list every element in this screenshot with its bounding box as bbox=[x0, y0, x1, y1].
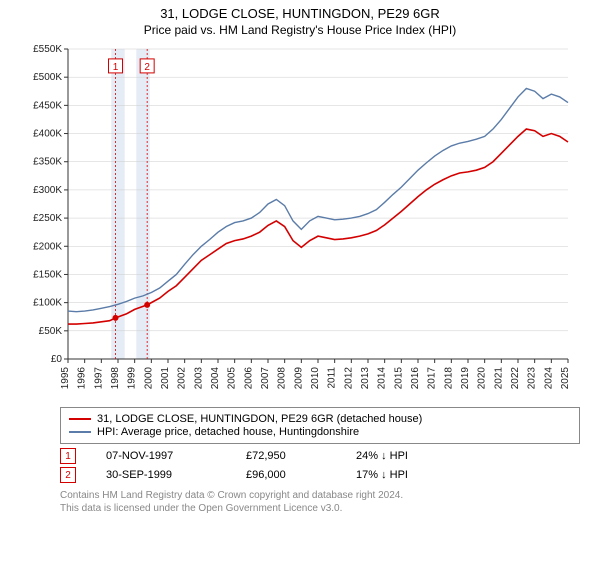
sale-event-price: £96,000 bbox=[246, 469, 326, 481]
svg-text:2001: 2001 bbox=[160, 367, 171, 390]
svg-text:2009: 2009 bbox=[293, 367, 304, 390]
svg-text:2004: 2004 bbox=[210, 367, 221, 390]
legend-label: HPI: Average price, detached house, Hunt… bbox=[97, 426, 359, 438]
svg-text:2013: 2013 bbox=[360, 367, 371, 390]
sale-event-row: 1 07-NOV-1997 £72,950 24% ↓ HPI bbox=[60, 448, 580, 464]
sale-event-badge: 1 bbox=[60, 448, 76, 464]
sale-event-badge: 2 bbox=[60, 467, 76, 483]
svg-text:2025: 2025 bbox=[560, 367, 571, 390]
svg-text:2018: 2018 bbox=[443, 367, 454, 390]
svg-text:2016: 2016 bbox=[410, 367, 421, 390]
chart-title: 31, LODGE CLOSE, HUNTINGDON, PE29 6GR bbox=[0, 6, 600, 21]
svg-text:2020: 2020 bbox=[477, 367, 488, 390]
sale-event-date: 07-NOV-1997 bbox=[106, 450, 216, 462]
svg-text:£500K: £500K bbox=[33, 72, 62, 83]
svg-text:2008: 2008 bbox=[277, 367, 288, 390]
legend-label: 31, LODGE CLOSE, HUNTINGDON, PE29 6GR (d… bbox=[97, 413, 422, 425]
svg-text:£550K: £550K bbox=[33, 44, 62, 55]
svg-text:1996: 1996 bbox=[77, 367, 88, 390]
svg-text:2010: 2010 bbox=[310, 367, 321, 390]
svg-text:£0: £0 bbox=[51, 354, 63, 365]
svg-text:£100K: £100K bbox=[33, 298, 62, 309]
svg-text:1997: 1997 bbox=[93, 367, 104, 390]
svg-text:2017: 2017 bbox=[427, 367, 438, 390]
sale-event-date: 30-SEP-1999 bbox=[106, 469, 216, 481]
svg-text:£400K: £400K bbox=[33, 129, 62, 140]
svg-text:£300K: £300K bbox=[33, 185, 62, 196]
svg-text:£200K: £200K bbox=[33, 241, 62, 252]
svg-text:£150K: £150K bbox=[33, 269, 62, 280]
chart-subtitle: Price paid vs. HM Land Registry's House … bbox=[0, 23, 600, 37]
svg-text:1998: 1998 bbox=[110, 367, 121, 390]
svg-text:2023: 2023 bbox=[527, 367, 538, 390]
sale-events: 1 07-NOV-1997 £72,950 24% ↓ HPI 2 30-SEP-1999… bbox=[60, 448, 580, 483]
svg-text:2014: 2014 bbox=[377, 367, 388, 390]
svg-text:2000: 2000 bbox=[143, 367, 154, 390]
svg-text:2: 2 bbox=[144, 62, 150, 73]
svg-text:1999: 1999 bbox=[127, 367, 138, 390]
svg-text:2019: 2019 bbox=[460, 367, 471, 390]
price-chart: £0 £50K £100K £150K £200K £250K £300K £350K £400… bbox=[20, 41, 580, 401]
legend: 31, LODGE CLOSE, HUNTINGDON, PE29 6GR (d… bbox=[60, 407, 580, 444]
sale-event-delta: 24% ↓ HPI bbox=[356, 450, 408, 462]
svg-text:2022: 2022 bbox=[510, 367, 521, 390]
svg-text:£250K: £250K bbox=[33, 213, 62, 224]
svg-text:2011: 2011 bbox=[327, 367, 338, 389]
legend-item: 31, LODGE CLOSE, HUNTINGDON, PE29 6GR (d… bbox=[69, 413, 571, 425]
svg-text:£450K: £450K bbox=[33, 100, 62, 111]
legend-swatch bbox=[69, 431, 91, 433]
sale-event-price: £72,950 bbox=[246, 450, 326, 462]
legend-item: HPI: Average price, detached house, Hunt… bbox=[69, 426, 571, 438]
svg-text:2002: 2002 bbox=[177, 367, 188, 390]
data-attribution: Contains HM Land Registry data © Crown c… bbox=[60, 489, 580, 515]
svg-text:£350K: £350K bbox=[33, 157, 62, 168]
svg-text:2015: 2015 bbox=[393, 367, 404, 390]
svg-text:1995: 1995 bbox=[60, 367, 71, 390]
sale-event-delta: 17% ↓ HPI bbox=[356, 469, 408, 481]
footer-line: Contains HM Land Registry data © Crown c… bbox=[60, 489, 580, 502]
svg-text:2005: 2005 bbox=[227, 367, 238, 390]
svg-text:2003: 2003 bbox=[193, 367, 204, 390]
footer-line: This data is licensed under the Open Gov… bbox=[60, 502, 580, 515]
svg-text:1: 1 bbox=[113, 62, 119, 73]
legend-swatch bbox=[69, 418, 91, 420]
svg-text:2021: 2021 bbox=[493, 367, 504, 390]
svg-text:2024: 2024 bbox=[543, 367, 554, 390]
sale-event-row: 2 30-SEP-1999 £96,000 17% ↓ HPI bbox=[60, 467, 580, 483]
svg-text:£50K: £50K bbox=[39, 326, 63, 337]
svg-text:2006: 2006 bbox=[243, 367, 254, 390]
svg-text:2007: 2007 bbox=[260, 367, 271, 390]
svg-text:2012: 2012 bbox=[343, 367, 354, 390]
